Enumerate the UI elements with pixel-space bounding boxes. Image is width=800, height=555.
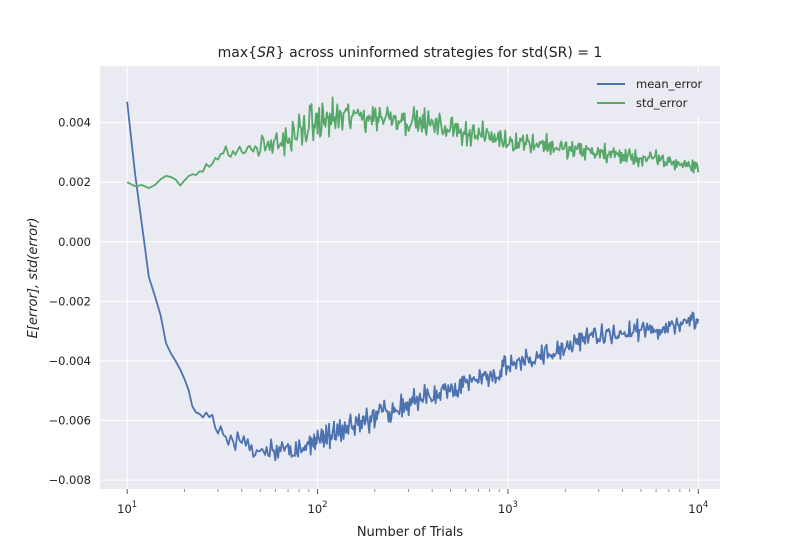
y-tick-label: 0.002 <box>58 175 91 189</box>
x-tick-label: 101 <box>117 500 137 516</box>
y-tick-label: −0.002 <box>48 294 91 308</box>
chart-title: max{SR} across uninformed strategies for… <box>218 45 603 61</box>
x-tick-label: 102 <box>308 500 328 516</box>
x-axis-label: Number of Trials <box>357 525 464 540</box>
grid-lines <box>100 66 720 489</box>
title-prefix: max <box>218 45 249 61</box>
plot-background <box>100 66 720 489</box>
title-brace-close: } <box>276 45 285 61</box>
y-tick-label: 0.000 <box>58 235 91 249</box>
legend-label-mean-error: mean_error <box>636 77 702 91</box>
y-tick-label: −0.004 <box>48 354 91 368</box>
title-math: SR <box>257 45 276 61</box>
legend: mean_error std_error <box>587 72 711 116</box>
x-tick-label: 103 <box>498 500 518 516</box>
y-tick-label: 0.004 <box>58 116 91 130</box>
y-tick-label: −0.008 <box>48 473 91 487</box>
tick-labels: 0.004 0.002 0.000 −0.002 −0.004 −0.006 −0.008 1… <box>48 116 708 516</box>
series-lines <box>126 96 700 462</box>
series-line-std-error <box>126 96 700 190</box>
y-tick-label: −0.006 <box>48 413 91 427</box>
title-rest: across uninformed strategies for std(SR)… <box>285 45 603 61</box>
x-tick-label: 104 <box>688 500 708 516</box>
title-brace-open: { <box>248 45 257 61</box>
legend-label-std-error: std_error <box>636 96 688 110</box>
y-axis-label: E[error], std(error) <box>26 218 41 339</box>
series-line-mean-error <box>126 101 700 462</box>
